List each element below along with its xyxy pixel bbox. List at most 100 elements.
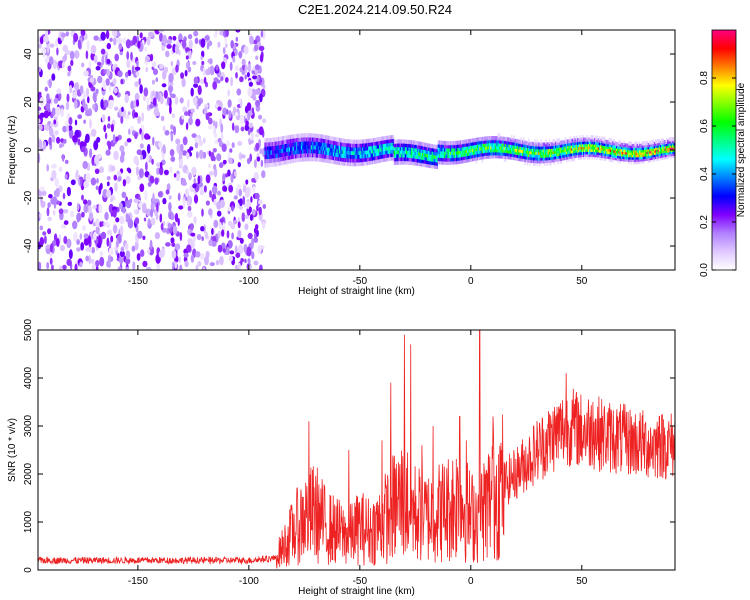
spectrogram-cell [268,163,270,168]
spectrogram-cell [141,130,144,141]
spectrogram-cell [351,158,353,163]
spectrogram-cell [355,150,358,156]
spectrogram-cell [318,141,320,146]
spectrogram-cell [464,139,467,144]
spectrogram-cell [100,48,106,55]
spectrogram-cell [436,145,438,150]
spectrogram-cell [536,159,539,164]
spectrogram-cell [342,146,344,151]
spectrogram-cell [484,155,486,160]
spectrogram-cell [546,161,548,166]
spectrogram-cell [38,140,43,149]
spectrogram-cell [513,138,515,143]
spectrogram-cell [617,154,619,159]
spectrogram-cell [578,148,580,153]
spectrogram-cell [351,150,353,155]
spectrogram-cell [302,133,304,138]
spectrogram-cell [170,60,174,67]
spectrogram-cell [597,150,600,155]
spectrogram-cell [321,134,324,139]
spectrogram-cell [456,147,458,152]
spectrogram-cell [591,155,593,160]
spectrogram-cell [656,139,658,144]
spectrogram-cell [661,142,663,147]
spectrogram-cell [381,143,384,148]
spectrogram-cell [343,157,346,162]
spectrogram-cell [239,198,243,207]
spectrogram-cell [99,250,104,257]
spectrogram-cell [518,139,520,144]
spectrogram-cell [425,146,427,151]
spectrogram-cell [202,67,206,77]
spectrogram-cell [48,194,53,199]
spectrogram-cell [93,140,99,151]
spectrogram-cell [245,179,249,185]
spectrogram-cell [360,146,363,152]
spectrogram-cell [645,152,647,157]
colorbar-tick-label: 0.4 [699,167,710,181]
spectrogram-cell [592,147,595,153]
spectrogram-cell [255,133,259,138]
spectrogram-cell [657,143,659,148]
spectrogram-cell [254,88,261,95]
spectrogram-cell [503,157,506,162]
spectrogram-cell [487,148,490,153]
spectrogram-cell [312,137,314,142]
spectrogram-cell [230,76,234,87]
spectrogram-cell [630,146,633,151]
spectrogram-cell [546,156,548,161]
spectrogram-cell [363,157,365,162]
spectrogram-cell [201,208,204,217]
spectrogram-cell [238,188,242,197]
spectrogram-cell [388,142,391,147]
spectrogram-cell [348,154,351,159]
spectrogram-cell [503,145,506,150]
spectrogram-cell [414,147,416,152]
spectrogram-cell [520,157,523,162]
spectrogram-cell [186,244,192,253]
spectrogram-cell [134,209,138,215]
spectrogram-cell [148,245,155,256]
spectrogram-cell [393,139,396,144]
spectrogram-cell [574,140,576,146]
spectrogram-cell [601,153,603,158]
spectrogram-cell [592,152,595,158]
spectrogram-cell [281,152,283,157]
spectrogram-cell [365,139,368,144]
spectrogram-cell [614,153,617,158]
spectrogram-cell [106,181,110,187]
spectrogram-cell [434,147,436,153]
spectrogram-cell [313,157,315,162]
spectrogram-cell [617,149,619,154]
spectrogram-cell [608,140,611,145]
spectrogram-cell [316,149,319,154]
spectrogram-cell [573,156,575,161]
spectrogram-cell [346,161,348,166]
spectrogram-cell [616,153,618,159]
spectrogram-cell [445,141,447,146]
spectrogram-cell [552,155,554,160]
spectrogram-cell [376,148,379,153]
spectrogram-cell [512,155,514,160]
spectrogram-cell [436,148,438,153]
spectrogram-cell [503,154,506,159]
spectrogram-cell [502,136,504,141]
spectrogram-cell [485,154,487,159]
spectrogram-cell [542,145,545,150]
spectrogram-cell [639,150,641,155]
spectrogram-cell [673,139,675,144]
spectrogram-cell [38,118,41,124]
spectrogram-cell [196,234,202,241]
spectrogram-cell [457,156,459,161]
spectrogram-cell [651,140,653,145]
spectrogram-cell [253,159,257,169]
spectrogram-cell [235,30,241,33]
spectrogram-cell [169,105,172,115]
spectrogram-cell [179,97,184,104]
spectrogram-cell [271,150,274,155]
spectrogram-cell [636,146,639,151]
spectrogram-cell [408,143,410,148]
spectrogram-cell [624,143,626,148]
spectrogram-cell [95,260,100,267]
spectrogram-cell [380,136,382,141]
